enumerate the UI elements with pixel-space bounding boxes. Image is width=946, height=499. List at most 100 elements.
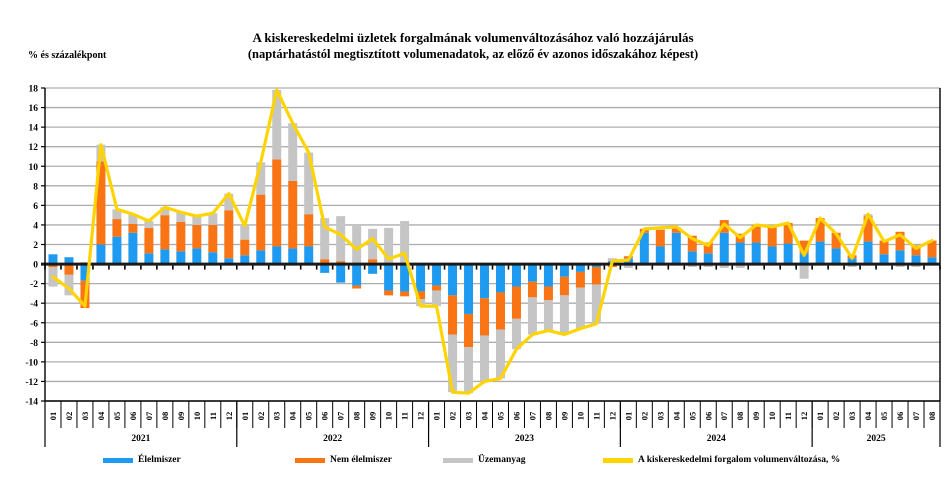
month-tick-label: 03 bbox=[272, 412, 282, 421]
bar-segment bbox=[591, 284, 601, 324]
month-tick-label: 06 bbox=[703, 412, 713, 421]
bar-segment bbox=[192, 216, 202, 225]
y-tick-label: -10 bbox=[25, 358, 38, 368]
bar-segment bbox=[384, 227, 394, 265]
legend-item-food: Élelmiszer bbox=[103, 453, 181, 467]
bar-segment bbox=[256, 250, 266, 265]
month-tick-label: 12 bbox=[224, 412, 234, 421]
y-tick-label: 16 bbox=[29, 104, 39, 114]
bar-segment bbox=[895, 231, 905, 251]
bar-segment bbox=[272, 159, 282, 247]
bar-segment bbox=[304, 152, 314, 215]
bar-segment bbox=[320, 218, 330, 260]
bar-segment bbox=[368, 228, 378, 260]
bar-segment bbox=[623, 264, 633, 268]
legend-item-fuel: Üzemanyag bbox=[443, 453, 526, 467]
month-tick-label: 04 bbox=[480, 411, 490, 420]
bar-segment bbox=[879, 240, 889, 255]
month-tick-label: 10 bbox=[192, 412, 202, 421]
bar-segment bbox=[288, 123, 298, 181]
bar-segment bbox=[96, 161, 106, 245]
bar-segment bbox=[559, 264, 569, 277]
total-line-color-swatch bbox=[603, 457, 633, 463]
month-tick-label: 07 bbox=[911, 411, 921, 420]
bar-segment bbox=[352, 264, 362, 286]
bar-segment bbox=[48, 254, 58, 265]
month-tick-label: 06 bbox=[320, 412, 330, 421]
y-tick-label: 14 bbox=[29, 124, 39, 134]
bar-segment bbox=[304, 246, 314, 265]
bar-segment bbox=[495, 329, 505, 379]
month-tick-label: 05 bbox=[112, 412, 122, 421]
bar-segment bbox=[655, 246, 665, 265]
month-tick-label: 06 bbox=[128, 412, 138, 421]
bar-segment bbox=[112, 209, 122, 220]
month-tick-label: 02 bbox=[64, 412, 74, 421]
bar-segment bbox=[511, 286, 521, 319]
bar-segment bbox=[304, 214, 314, 247]
month-tick-label: 09 bbox=[176, 412, 186, 421]
bar-segment bbox=[927, 257, 937, 265]
month-tick-label: 02 bbox=[256, 412, 266, 421]
bar-segment bbox=[64, 264, 74, 275]
year-label: 2025 bbox=[867, 434, 886, 444]
month-tick-label: 09 bbox=[559, 412, 569, 421]
legend-item-nonfood: Nem élelmiszer bbox=[295, 453, 392, 467]
bar-segment bbox=[480, 264, 490, 299]
bar-segment bbox=[783, 222, 793, 244]
bar-segment bbox=[144, 253, 154, 265]
month-tick-label: 08 bbox=[352, 412, 362, 421]
bar-segment bbox=[416, 264, 426, 292]
bar-segment bbox=[847, 258, 857, 265]
month-tick-label: 02 bbox=[639, 412, 649, 421]
bar-segment bbox=[208, 252, 218, 265]
month-tick-label: 08 bbox=[927, 412, 937, 421]
nonfood-color-swatch bbox=[295, 457, 325, 463]
month-tick-label: 06 bbox=[511, 412, 521, 421]
bar-segment bbox=[160, 215, 170, 250]
bar-segment bbox=[464, 313, 474, 348]
y-tick-label: 12 bbox=[29, 143, 39, 153]
fuel-color-swatch bbox=[443, 457, 473, 463]
y-tick-label: -6 bbox=[30, 319, 38, 329]
bar-segment bbox=[224, 193, 234, 211]
month-tick-label: 01 bbox=[48, 412, 58, 421]
bar-segment bbox=[432, 264, 442, 286]
month-tick-label: 09 bbox=[751, 412, 761, 421]
bar-segment bbox=[927, 240, 937, 258]
bar-segment bbox=[144, 227, 154, 254]
bar-segment bbox=[448, 264, 458, 296]
y-tick-label: 10 bbox=[29, 163, 39, 173]
month-tick-label: 05 bbox=[495, 412, 505, 421]
bar-segment bbox=[559, 295, 569, 335]
month-tick-label: 07 bbox=[719, 411, 729, 420]
bar-segment bbox=[416, 291, 426, 300]
bar-segment bbox=[480, 335, 490, 382]
month-tick-label: 11 bbox=[591, 412, 601, 420]
bar-segment bbox=[831, 248, 841, 265]
month-tick-label: 02 bbox=[831, 412, 841, 421]
year-label: 2023 bbox=[515, 434, 534, 444]
month-tick-label: 09 bbox=[368, 412, 378, 421]
bar-segment bbox=[735, 242, 745, 265]
legend-label-food: Élelmiszer bbox=[138, 455, 181, 465]
month-tick-label: 01 bbox=[432, 412, 442, 421]
bar-segment bbox=[432, 290, 442, 307]
bar-segment bbox=[64, 257, 74, 265]
bar-segment bbox=[256, 162, 266, 195]
bar-segment bbox=[208, 213, 218, 225]
bar-segment bbox=[384, 264, 394, 291]
bar-segment bbox=[815, 218, 825, 242]
bar-segment bbox=[368, 264, 378, 274]
bar-segment bbox=[639, 232, 649, 265]
bar-segment bbox=[495, 292, 505, 330]
month-tick-label: 03 bbox=[464, 412, 474, 421]
bar-segment bbox=[831, 232, 841, 249]
bar-segment bbox=[863, 216, 873, 242]
bar-segment bbox=[895, 250, 905, 265]
month-tick-label: 06 bbox=[895, 412, 905, 421]
bar-segment bbox=[767, 246, 777, 265]
bar-segment bbox=[400, 264, 410, 292]
bar-segment bbox=[112, 236, 122, 265]
y-tick-label: 4 bbox=[33, 221, 38, 231]
